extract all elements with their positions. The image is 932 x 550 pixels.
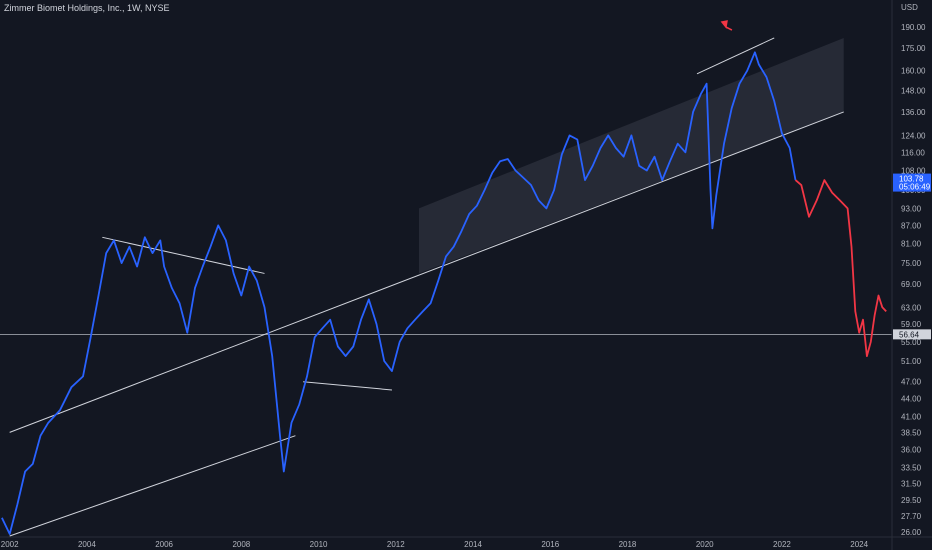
- trendline-4: [303, 381, 392, 391]
- x-tick-label: 2016: [541, 540, 559, 549]
- x-tick-label: 2020: [696, 540, 714, 549]
- y-tick-label: 160.00: [901, 67, 926, 76]
- trendline-2: [9, 435, 296, 537]
- current-price-text: 103.78: [899, 175, 924, 184]
- y-tick-label: 27.70: [901, 512, 922, 521]
- x-tick-label: 2006: [155, 540, 173, 549]
- y-tick-label: 81.00: [901, 240, 922, 249]
- y-tick-label: 33.50: [901, 464, 922, 473]
- x-tick-label: 2004: [78, 540, 96, 549]
- price-series-1: [1, 51, 797, 535]
- symbol-title: Zimmer Biomet Holdings, Inc., 1W, NYSE: [4, 3, 170, 13]
- y-tick-label: 136.00: [901, 108, 926, 117]
- trendline-5: [696, 37, 775, 75]
- current-price-badge: [893, 173, 931, 192]
- x-tick-label: 2024: [850, 540, 868, 549]
- y-tick-label: 63.00: [901, 303, 922, 312]
- y-tick-label: 124.00: [901, 131, 926, 140]
- y-tick-label: 93.00: [901, 204, 922, 213]
- y-tick-label: 87.00: [901, 221, 922, 230]
- horizontal-line-badge: [893, 329, 931, 340]
- y-tick-label: 75.00: [901, 259, 922, 268]
- currency-label: USD: [901, 3, 918, 12]
- trendline-1: [9, 111, 844, 433]
- x-tick-label: 2002: [1, 540, 19, 549]
- y-tick-label: 190.00: [901, 23, 926, 32]
- y-tick-label: 59.00: [901, 320, 922, 329]
- x-tick-label: 2022: [773, 540, 791, 549]
- x-tick-label: 2012: [387, 540, 405, 549]
- y-tick-label: 41.00: [901, 412, 922, 421]
- y-tick-label: 31.50: [901, 479, 922, 488]
- y-tick-label: 29.50: [901, 496, 922, 505]
- y-tick-label: 36.00: [901, 445, 922, 454]
- trendline-3: [102, 236, 265, 274]
- flag-marker-icon: [720, 20, 733, 31]
- y-tick-label: 38.50: [901, 428, 922, 437]
- y-tick-label: 175.00: [901, 44, 926, 53]
- x-tick-label: 2018: [619, 540, 637, 549]
- y-tick-label: 44.00: [901, 394, 922, 403]
- y-tick-label: 108.00: [901, 166, 926, 175]
- y-tick-label: 69.00: [901, 280, 922, 289]
- y-tick-label: 116.00: [901, 148, 925, 157]
- y-tick-label: 51.00: [901, 357, 922, 366]
- horizontal-line-badge-text: 56.64: [899, 330, 920, 339]
- x-tick-label: 2008: [232, 540, 250, 549]
- countdown-text: 05:06:49: [899, 183, 931, 192]
- price-series-2: [794, 179, 887, 358]
- y-tick-label: 26.00: [901, 528, 922, 537]
- channel-shade: [418, 37, 844, 274]
- y-tick-label: 148.00: [901, 86, 926, 95]
- x-tick-label: 2014: [464, 540, 482, 549]
- y-tick-label: 47.00: [901, 378, 922, 387]
- y-tick-label: 55.00: [901, 338, 922, 347]
- x-tick-label: 2010: [310, 540, 328, 549]
